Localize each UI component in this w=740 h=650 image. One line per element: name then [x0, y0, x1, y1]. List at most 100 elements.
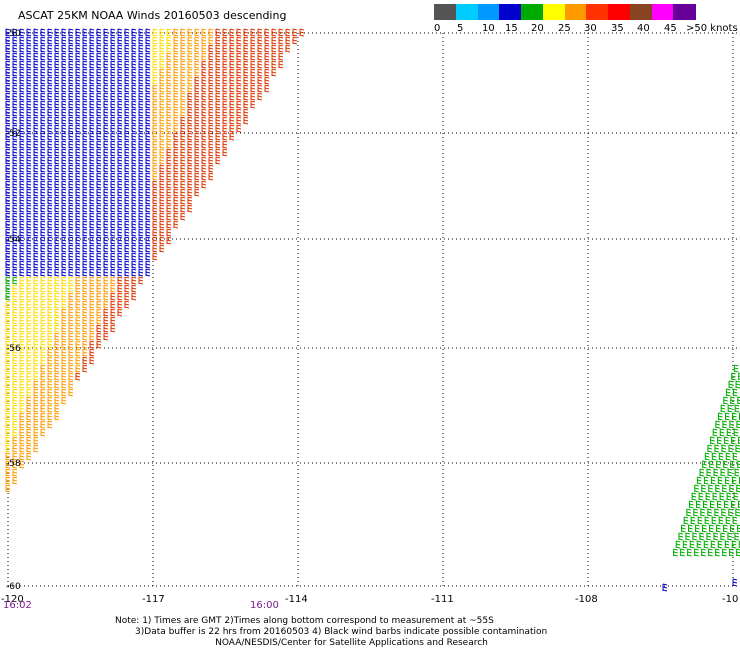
wind-barb — [61, 276, 67, 285]
wind-barb — [89, 132, 95, 141]
wind-barb — [278, 60, 284, 69]
wind-barb — [47, 244, 53, 253]
wind-barb — [124, 108, 130, 117]
legend-swatch — [629, 4, 652, 20]
wind-barb — [103, 84, 109, 93]
wind-barb — [194, 140, 200, 149]
wind-barb — [138, 52, 144, 61]
wind-barb — [33, 132, 39, 141]
wind-barb — [117, 252, 123, 261]
wind-barb — [732, 452, 738, 461]
wind-barb — [40, 140, 46, 149]
wind-barb — [138, 260, 144, 269]
wind-barb — [40, 60, 46, 69]
wind-barb — [61, 60, 67, 69]
wind-barb — [75, 228, 81, 237]
wind-barb — [5, 380, 11, 389]
wind-barb — [138, 156, 144, 165]
wind-barb — [131, 76, 137, 85]
wind-barb — [696, 476, 702, 485]
wind-barb — [124, 268, 130, 277]
wind-barb — [33, 108, 39, 117]
wind-barb — [152, 196, 158, 205]
wind-barb — [12, 156, 18, 165]
wind-barb — [40, 364, 46, 373]
wind-barb — [54, 76, 60, 85]
wind-barb — [710, 540, 716, 549]
wind-barb — [96, 100, 102, 109]
wind-barb — [733, 492, 739, 501]
wind-barb — [40, 292, 46, 301]
wind-barb — [89, 36, 95, 45]
wind-barb — [152, 252, 158, 261]
wind-barb — [131, 228, 137, 237]
wind-barb — [201, 60, 207, 69]
wind-barb — [5, 332, 11, 341]
wind-barb — [47, 116, 53, 125]
wind-barb — [5, 212, 11, 221]
wind-barb — [173, 28, 179, 37]
wind-barb — [68, 340, 74, 349]
wind-barb — [686, 508, 691, 517]
wind-barb — [689, 540, 695, 549]
wind-barb — [61, 348, 67, 357]
wind-barb — [723, 460, 728, 469]
wind-barb — [12, 180, 18, 189]
wind-barb — [47, 196, 53, 205]
wind-barb — [215, 108, 221, 117]
wind-barb — [712, 492, 718, 501]
wind-barb — [75, 244, 81, 253]
wind-barb — [47, 108, 53, 117]
wind-barb — [68, 388, 74, 397]
wind-barb — [145, 52, 151, 61]
wind-barb — [131, 284, 137, 293]
wind-barb — [187, 180, 193, 189]
wind-barb — [19, 252, 25, 261]
wind-barb — [722, 548, 727, 557]
wind-barb — [47, 180, 53, 189]
wind-barb — [110, 44, 116, 53]
wind-barb — [68, 276, 74, 285]
lon-label: -10 — [722, 594, 739, 605]
wind-barb — [222, 36, 228, 45]
wind-barb — [131, 52, 137, 61]
wind-barb — [33, 196, 39, 205]
wind-barb — [180, 76, 186, 85]
wind-barb — [243, 36, 249, 45]
wind-barb — [124, 284, 130, 293]
wind-barb — [19, 188, 25, 197]
wind-barb — [103, 100, 109, 109]
wind-barb — [159, 84, 165, 93]
wind-barb — [33, 260, 39, 269]
wind-barb — [208, 164, 214, 173]
wind-barb — [33, 396, 39, 405]
wind-barb — [61, 100, 67, 109]
wind-barb — [208, 172, 214, 181]
wind-barb — [26, 428, 32, 437]
wind-barb — [47, 212, 53, 221]
wind-barb — [103, 292, 109, 301]
wind-barb — [194, 116, 200, 125]
wind-barb — [5, 412, 11, 421]
wind-barb — [5, 92, 11, 101]
wind-barb — [723, 500, 729, 509]
wind-barb — [19, 412, 25, 421]
wind-barb — [61, 124, 67, 133]
wind-barb — [201, 108, 207, 117]
wind-barb — [215, 28, 221, 37]
wind-barb — [19, 284, 25, 293]
wind-barb — [19, 180, 25, 189]
wind-barb — [5, 460, 11, 469]
wind-barb — [33, 348, 39, 357]
wind-barb — [19, 204, 25, 213]
wind-barb — [103, 44, 109, 53]
wind-barb — [117, 180, 123, 189]
wind-barb — [33, 316, 39, 325]
wind-barb — [117, 100, 123, 109]
wind-barb — [61, 364, 67, 373]
wind-barb — [5, 52, 11, 61]
wind-barb — [89, 180, 95, 189]
wind-barb — [117, 52, 123, 61]
wind-barb — [110, 28, 116, 37]
wind-barb — [688, 500, 694, 509]
